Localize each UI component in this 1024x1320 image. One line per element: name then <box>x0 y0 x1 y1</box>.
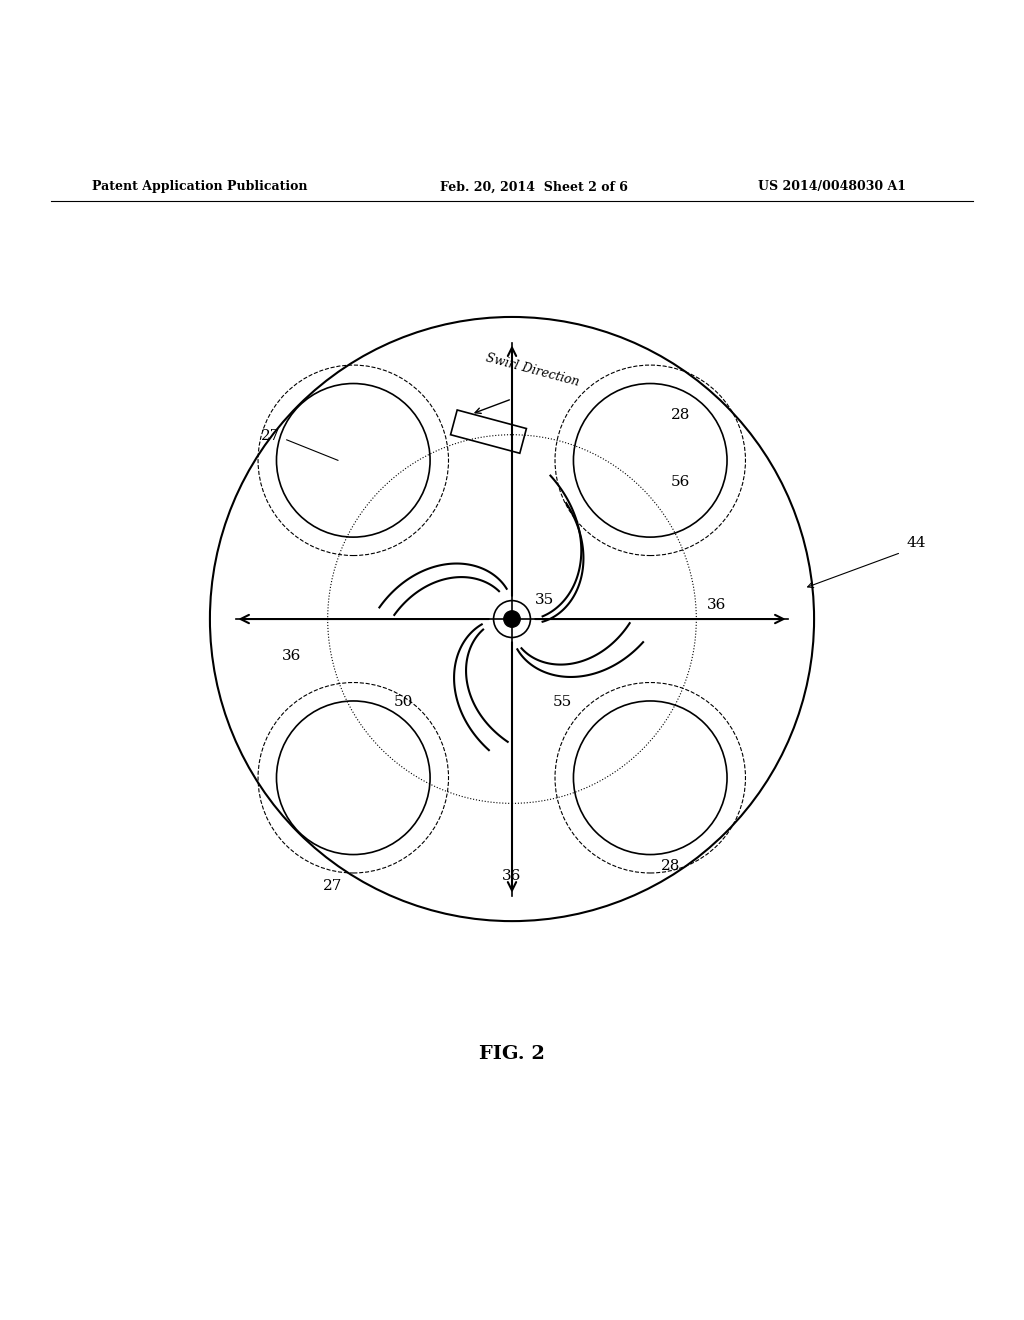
Text: Swirl Direction: Swirl Direction <box>484 351 581 388</box>
Text: 50: 50 <box>394 696 414 709</box>
Text: FIG. 2: FIG. 2 <box>479 1045 545 1063</box>
Text: 35: 35 <box>535 593 554 607</box>
Text: 56: 56 <box>671 475 690 488</box>
Text: 28: 28 <box>671 408 690 422</box>
Text: Patent Application Publication: Patent Application Publication <box>92 181 307 194</box>
Text: Feb. 20, 2014  Sheet 2 of 6: Feb. 20, 2014 Sheet 2 of 6 <box>440 181 628 194</box>
Text: 55: 55 <box>553 696 572 709</box>
Circle shape <box>504 611 520 627</box>
Text: 44: 44 <box>906 536 926 550</box>
Text: 27: 27 <box>261 429 281 442</box>
Text: 27: 27 <box>323 879 342 894</box>
Text: 28: 28 <box>660 859 680 873</box>
Text: 36: 36 <box>707 598 726 611</box>
Text: 36: 36 <box>502 869 521 883</box>
Bar <box>451 411 526 453</box>
Text: US 2014/0048030 A1: US 2014/0048030 A1 <box>758 181 906 194</box>
Text: 36: 36 <box>282 649 301 663</box>
